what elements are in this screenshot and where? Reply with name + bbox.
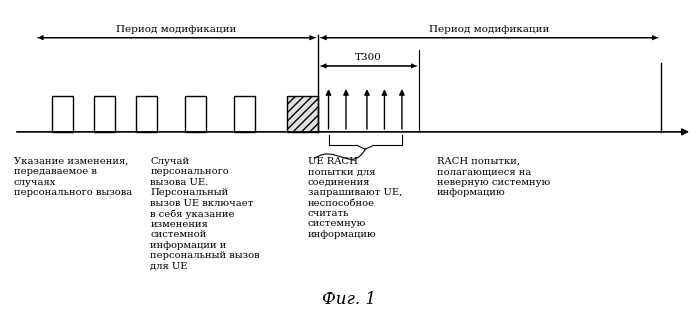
Text: RACH попытки,
полагающиеся на
неверную системную
информацию: RACH попытки, полагающиеся на неверную с… (437, 157, 550, 197)
Text: T300: T300 (355, 53, 382, 62)
Text: Период модификации: Период модификации (429, 25, 549, 34)
Text: Случай
персонального
вызова UE.
Персональный
вызов UE включает
в себя указание
и: Случай персонального вызова UE. Персонал… (150, 157, 260, 271)
Text: Период модификации: Период модификации (116, 25, 237, 34)
Polygon shape (287, 96, 318, 132)
Text: UE RACH
попытки для
соединения
запрашивают UE,
неспособное
считать
системную
инф: UE RACH попытки для соединения запрашива… (308, 157, 402, 239)
Text: Указание изменения,
передаваемое в
случаях
персонального вызова: Указание изменения, передаваемое в случа… (14, 157, 132, 197)
Text: Фиг. 1: Фиг. 1 (322, 291, 377, 308)
